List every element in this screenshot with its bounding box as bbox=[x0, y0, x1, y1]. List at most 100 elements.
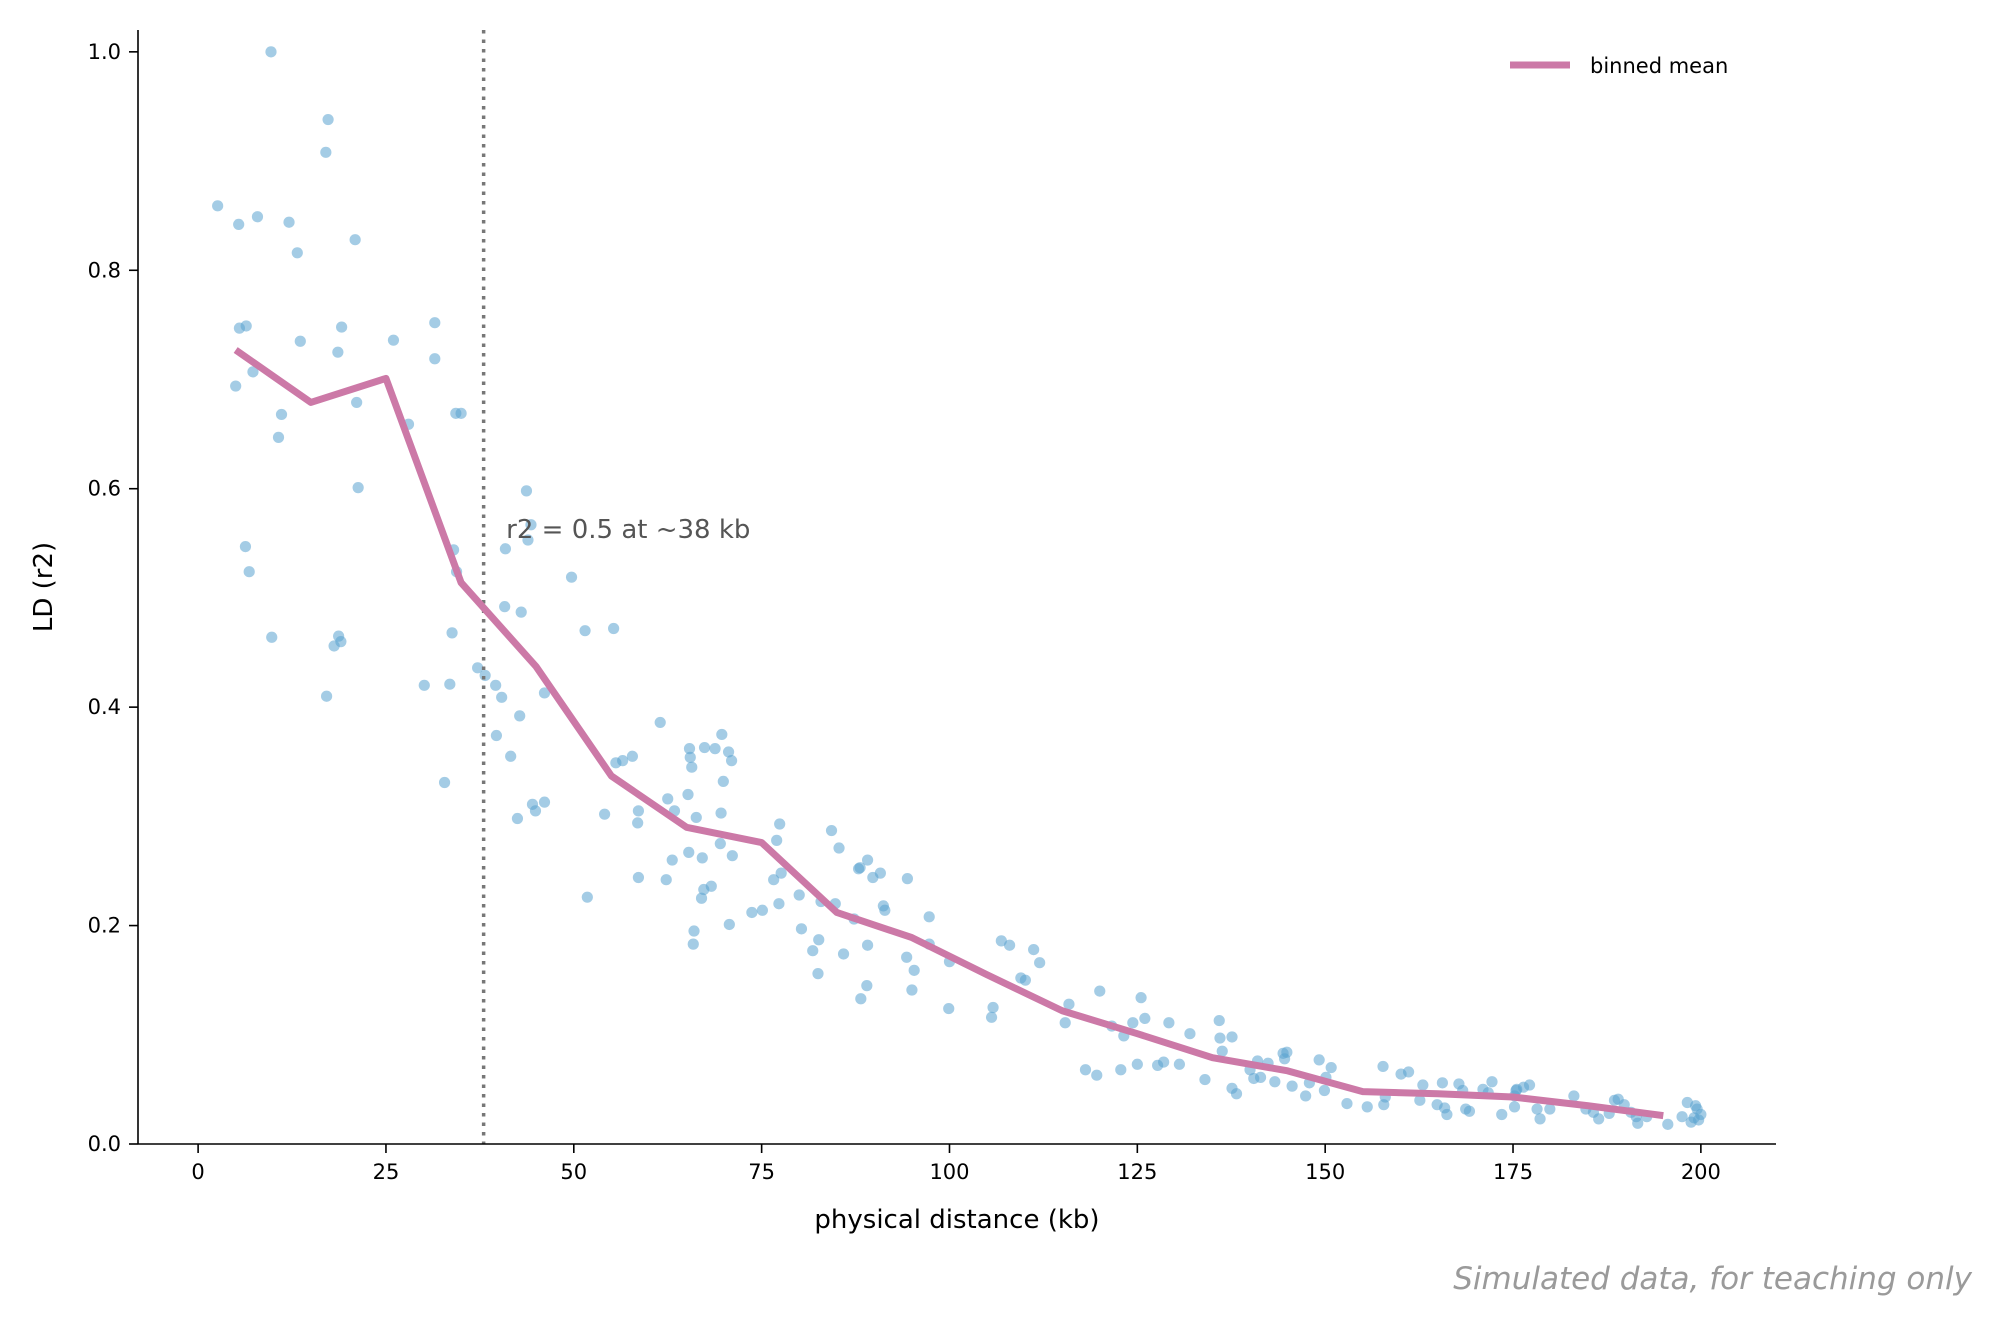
scatter-point bbox=[861, 980, 873, 992]
scatter-point bbox=[291, 247, 303, 259]
y-tick-label: 0.2 bbox=[88, 914, 121, 938]
scatter-points bbox=[212, 46, 1707, 1130]
scatter-point bbox=[230, 380, 242, 392]
x-tick-label: 0 bbox=[191, 1160, 204, 1184]
scatter-point bbox=[243, 566, 255, 578]
scatter-point bbox=[272, 431, 285, 443]
scatter-point bbox=[490, 729, 503, 742]
scatter-point bbox=[538, 687, 551, 699]
scatter-point bbox=[774, 818, 786, 830]
scatter-point bbox=[1402, 1066, 1415, 1078]
scatter-point bbox=[682, 788, 694, 801]
scatter-point bbox=[538, 796, 551, 808]
scatter-point bbox=[1279, 1053, 1291, 1065]
scatter-point bbox=[812, 968, 824, 980]
scatter-point bbox=[715, 807, 727, 819]
scatter-point bbox=[328, 640, 340, 652]
scatter-point bbox=[522, 534, 534, 546]
scatter-point bbox=[579, 625, 591, 637]
x-ticks: 0 25 50 75 100 125 150 175 200 bbox=[191, 1144, 1721, 1184]
scatter-point bbox=[1091, 1069, 1103, 1081]
x-tick-label: 25 bbox=[373, 1160, 400, 1184]
scatter-point bbox=[496, 691, 508, 703]
y-tick-label: 0.4 bbox=[88, 695, 121, 719]
axes bbox=[137, 30, 1776, 1145]
y-tick-label: 0.6 bbox=[88, 477, 121, 501]
scatter-point bbox=[332, 346, 344, 358]
scatter-point bbox=[1531, 1103, 1543, 1115]
scatter-point bbox=[1139, 1012, 1151, 1025]
scatter-point bbox=[1213, 1014, 1225, 1027]
scatter-point bbox=[698, 741, 711, 754]
scatter-point bbox=[499, 543, 512, 555]
y-tick-label: 1.0 bbox=[88, 40, 121, 64]
scatter-point bbox=[1523, 1079, 1536, 1091]
scatter-point bbox=[265, 46, 277, 58]
scatter-point bbox=[726, 850, 738, 862]
x-tick-label: 75 bbox=[748, 1160, 775, 1184]
scatter-point bbox=[705, 880, 717, 892]
y-ticks: 0.0 0.2 0.4 0.6 0.8 1.0 bbox=[88, 40, 138, 1156]
scatter-point bbox=[861, 939, 874, 951]
scatter-point bbox=[275, 408, 288, 421]
scatter-point bbox=[771, 834, 783, 846]
scatter-point bbox=[1318, 1084, 1331, 1097]
scatter-point bbox=[683, 846, 695, 858]
scatter-point bbox=[320, 146, 332, 158]
scatter-point bbox=[1163, 1017, 1175, 1029]
scatter-point bbox=[322, 113, 334, 126]
scatter-point bbox=[756, 904, 768, 916]
scatter-point bbox=[429, 353, 441, 365]
scatter-point bbox=[725, 755, 738, 767]
scatter-point bbox=[1131, 1058, 1143, 1070]
scatter-point bbox=[336, 321, 348, 333]
scatter-point bbox=[599, 808, 611, 820]
scatter-point bbox=[1034, 957, 1046, 969]
scatter-point bbox=[1216, 1045, 1228, 1057]
scatter-point bbox=[709, 743, 721, 755]
scatter-point bbox=[1230, 1088, 1243, 1100]
scatter-point bbox=[1214, 1032, 1226, 1044]
scatter-point bbox=[1676, 1111, 1688, 1123]
scatter-point bbox=[906, 984, 918, 996]
scatter-point bbox=[861, 854, 874, 866]
scatter-point bbox=[773, 898, 785, 910]
scatter-point bbox=[1127, 1017, 1139, 1029]
scatter-point bbox=[1341, 1097, 1353, 1110]
scatter-point bbox=[247, 366, 259, 378]
scatter-point bbox=[632, 871, 645, 884]
scatter-point bbox=[565, 571, 578, 583]
scatter-point bbox=[499, 601, 511, 613]
scatter-point bbox=[768, 874, 780, 886]
scatter-point bbox=[529, 805, 542, 817]
scatter-point bbox=[695, 892, 708, 904]
scatter-point bbox=[746, 906, 758, 919]
scatter-point bbox=[793, 889, 805, 901]
scatter-point bbox=[908, 964, 920, 976]
legend-label-binned-mean: binned mean bbox=[1590, 54, 1728, 78]
scatter-point bbox=[212, 200, 224, 212]
scatter-point bbox=[1254, 1071, 1267, 1083]
scatter-point bbox=[438, 776, 451, 789]
scatter-point bbox=[351, 396, 363, 409]
scatter-point bbox=[654, 716, 666, 729]
scatter-point bbox=[1135, 992, 1147, 1004]
scatter-point bbox=[660, 874, 672, 886]
scatter-point bbox=[581, 891, 593, 903]
x-tick-label: 125 bbox=[1117, 1160, 1157, 1184]
scatter-point bbox=[446, 627, 458, 639]
scatter-point bbox=[1417, 1079, 1429, 1091]
scatter-point bbox=[923, 911, 935, 923]
scatter-point bbox=[901, 951, 913, 963]
scatter-point bbox=[1286, 1080, 1298, 1092]
x-tick-label: 150 bbox=[1305, 1160, 1345, 1184]
scatter-point bbox=[444, 678, 456, 690]
scatter-point bbox=[686, 761, 698, 773]
scatter-point bbox=[1688, 1112, 1700, 1124]
scatter-point bbox=[688, 925, 700, 937]
scatter-point bbox=[514, 710, 526, 722]
x-tick-label: 200 bbox=[1681, 1160, 1721, 1184]
x-axis-label: physical distance (kb) bbox=[814, 1205, 1099, 1235]
scatter-point bbox=[1568, 1090, 1580, 1102]
scatter-point bbox=[472, 662, 484, 674]
